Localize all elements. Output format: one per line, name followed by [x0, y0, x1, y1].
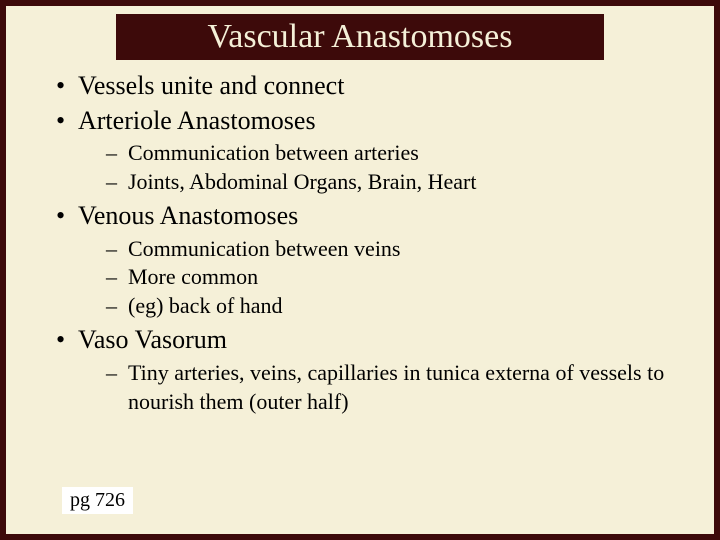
sub-bullet-text: Communication between arteries — [128, 140, 419, 165]
bullet-list: Vessels unite and connect Arteriole Anas… — [36, 70, 684, 416]
sub-bullet-list: Communication between arteries Joints, A… — [78, 139, 684, 196]
slide-content: Vessels unite and connect Arteriole Anas… — [6, 66, 714, 416]
bullet-item: Vaso Vasorum Tiny arteries, veins, capil… — [56, 324, 684, 416]
sub-bullet-item: Joints, Abdominal Organs, Brain, Heart — [106, 168, 684, 197]
bullet-text: Vaso Vasorum — [78, 325, 227, 354]
sub-bullet-text: Tiny arteries, veins, capillaries in tun… — [128, 360, 664, 414]
bullet-item: Vessels unite and connect — [56, 70, 684, 103]
bullet-text: Venous Anastomoses — [78, 201, 298, 230]
bullet-text: Vessels unite and connect — [78, 71, 344, 100]
slide-title: Vascular Anastomoses — [116, 14, 604, 60]
sub-bullet-item: (eg) back of hand — [106, 292, 684, 321]
bullet-item: Venous Anastomoses Communication between… — [56, 200, 684, 320]
sub-bullet-text: (eg) back of hand — [128, 293, 283, 318]
bullet-item: Arteriole Anastomoses Communication betw… — [56, 105, 684, 197]
sub-bullet-text: Joints, Abdominal Organs, Brain, Heart — [128, 169, 477, 194]
sub-bullet-list: Tiny arteries, veins, capillaries in tun… — [78, 359, 684, 416]
sub-bullet-text: More common — [128, 264, 258, 289]
sub-bullet-item: More common — [106, 263, 684, 292]
sub-bullet-item: Communication between arteries — [106, 139, 684, 168]
sub-bullet-list: Communication between veins More common … — [78, 235, 684, 321]
bullet-text: Arteriole Anastomoses — [78, 106, 316, 135]
sub-bullet-item: Communication between veins — [106, 235, 684, 264]
sub-bullet-text: Communication between veins — [128, 236, 401, 261]
sub-bullet-item: Tiny arteries, veins, capillaries in tun… — [106, 359, 684, 416]
page-reference: pg 726 — [62, 487, 133, 514]
slide: Vascular Anastomoses Vessels unite and c… — [6, 6, 714, 534]
